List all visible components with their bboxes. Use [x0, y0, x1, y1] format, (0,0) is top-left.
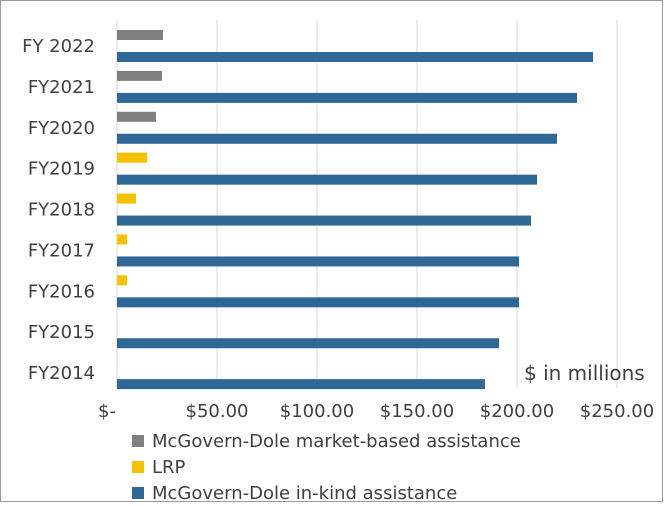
bar-mcgovern-dole-in-kind-assistance-fy2014 [117, 379, 485, 390]
category-label: FY2019 [28, 159, 95, 180]
x-tick-label: $150.00 [380, 401, 454, 422]
unit-label: $ in millions [524, 361, 645, 385]
bar-mcgovern-dole-in-kind-assistance-fy2018 [117, 215, 531, 226]
bar-mcgovern-dole-in-kind-assistance-fy2016 [117, 297, 519, 308]
bar-mcgovern-dole-market-based-assistance-fy2020 [117, 111, 156, 122]
category-label: FY2017 [28, 240, 95, 261]
legend-label: LRP [152, 456, 186, 478]
bar-mcgovern-dole-market-based-assistance-fy2022 [117, 30, 163, 40]
legend-swatch [132, 461, 144, 473]
category-label: FY2020 [28, 118, 95, 139]
category-label: FY 2022 [22, 36, 95, 57]
legend-swatch [132, 435, 144, 447]
category-label: FY2014 [28, 363, 95, 384]
x-tick-label: $100.00 [280, 401, 354, 422]
bar-mcgovern-dole-in-kind-assistance-fy2020 [117, 133, 557, 144]
x-tick-label: $50.00 [186, 401, 249, 422]
bars [117, 30, 593, 390]
category-labels: FY 2022 FY2021 FY2020 FY2019 FY2018 FY2017 FY2… [22, 36, 95, 384]
category-label: FY2016 [28, 281, 95, 302]
bar-mcgovern-dole-in-kind-assistance-fy2022 [117, 52, 593, 62]
legend-label: McGovern-Dole market-based assistance [152, 430, 521, 452]
x-tick-label: $250.00 [580, 401, 654, 422]
legend-item: McGovern-Dole in-kind assistance [132, 480, 521, 506]
category-label: FY2021 [28, 77, 95, 98]
bar-lrp-fy2016 [117, 275, 127, 286]
x-tick-label: $- [98, 401, 116, 422]
category-label: FY2018 [28, 200, 95, 221]
legend: McGovern-Dole market-based assistance LRP… [132, 428, 521, 506]
category-label: FY2015 [28, 322, 95, 343]
x-tick-label: $200.00 [480, 401, 554, 422]
bar-lrp-fy2019 [117, 152, 147, 163]
bar-mcgovern-dole-market-based-assistance-fy2021 [117, 70, 162, 81]
legend-label: McGovern-Dole in-kind assistance [152, 482, 458, 504]
x-tick-labels: $- $50.00 $100.00 $150.00 $200.00 $250.00 [98, 401, 654, 422]
legend-item: LRP [132, 454, 521, 480]
bar-lrp-fy2017 [117, 234, 127, 245]
legend-swatch [132, 487, 144, 499]
bar-lrp-fy2018 [117, 193, 136, 204]
legend-item: McGovern-Dole market-based assistance [132, 428, 521, 454]
bar-mcgovern-dole-in-kind-assistance-fy2021 [117, 92, 577, 103]
gridlines [116, 20, 618, 388]
bar-mcgovern-dole-in-kind-assistance-fy2017 [117, 256, 519, 267]
bar-mcgovern-dole-in-kind-assistance-fy2019 [117, 174, 537, 185]
bar-mcgovern-dole-in-kind-assistance-fy2015 [117, 338, 499, 349]
